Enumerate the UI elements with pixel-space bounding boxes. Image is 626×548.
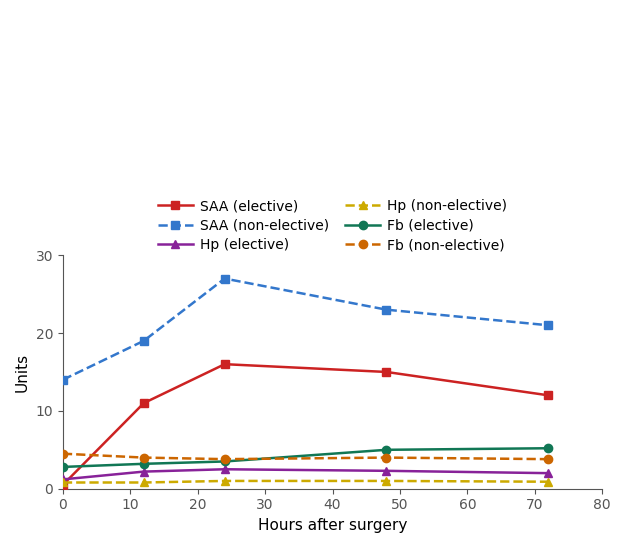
X-axis label: Hours after surgery: Hours after surgery (258, 518, 408, 533)
Legend: SAA (elective), SAA (non-elective), Hp (elective), Hp (non-elective), Fb (electi: SAA (elective), SAA (non-elective), Hp (… (151, 192, 514, 259)
Y-axis label: Units: Units (15, 352, 30, 391)
